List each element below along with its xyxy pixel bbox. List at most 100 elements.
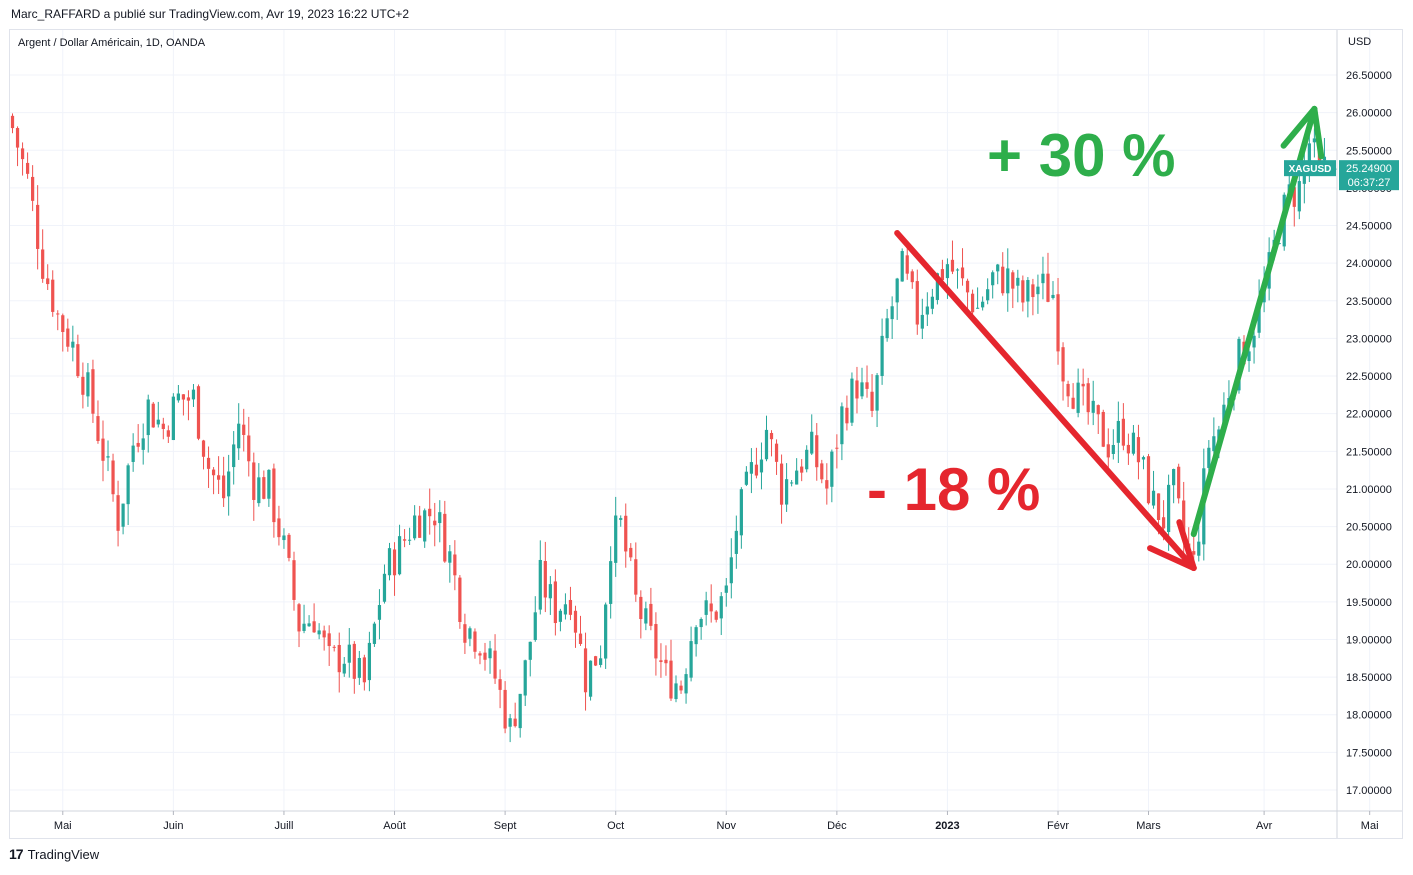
brand-name[interactable]: TradingView: [27, 846, 100, 862]
time-tick-label: Sept: [494, 820, 517, 832]
candle-body: [1026, 280, 1030, 302]
candle-body: [272, 468, 276, 523]
down-annotation-label: - 18 %: [867, 456, 1040, 523]
candle-body: [629, 547, 633, 558]
candle-body: [438, 512, 442, 524]
candle-body: [784, 479, 789, 505]
time-tick-label: Août: [383, 820, 406, 832]
footer: 17 TradingView: [9, 846, 99, 862]
candle-body: [1322, 156, 1327, 161]
price-tick-label: 22.50000: [1346, 371, 1392, 383]
candle-body: [820, 463, 824, 480]
candle-body: [156, 419, 160, 425]
candle-body: [312, 621, 316, 633]
price-tick-label: 26.00000: [1346, 108, 1392, 120]
candle-body: [1046, 273, 1050, 302]
candle-body: [453, 554, 457, 576]
tradingview-logo-icon[interactable]: 17: [9, 846, 24, 862]
candle-body: [292, 560, 296, 600]
candle-body: [262, 477, 266, 499]
candle-body: [15, 128, 20, 148]
candle-body: [935, 273, 940, 300]
candle-body: [81, 376, 85, 395]
candle-body: [970, 293, 975, 313]
candle-body: [171, 396, 175, 441]
candle-body: [387, 548, 392, 576]
candle-body: [689, 641, 693, 678]
last-price-value: 25.24900: [1346, 163, 1392, 175]
candle-body: [749, 462, 754, 474]
candle-body: [1096, 405, 1100, 415]
candle-body: [1197, 541, 1201, 556]
candle-body: [669, 660, 673, 699]
candle-body: [679, 685, 683, 691]
candle-body: [1086, 383, 1090, 413]
candle-body: [397, 536, 402, 575]
candle-body: [498, 679, 502, 690]
candle-body: [1177, 466, 1181, 499]
candle-body: [1151, 490, 1156, 506]
candle-body: [779, 463, 784, 505]
candle-body: [418, 515, 422, 538]
price-tick-label: 18.50000: [1346, 672, 1392, 684]
candle-body: [342, 663, 346, 674]
candle-body: [327, 633, 331, 647]
candle-body: [392, 549, 397, 576]
candle-body: [528, 641, 532, 660]
candle-body: [694, 627, 698, 645]
time-tick-label: Nov: [716, 820, 736, 832]
candle-body: [895, 278, 899, 303]
candle-body: [1172, 469, 1176, 486]
candle-body: [704, 600, 708, 615]
candle-body: [46, 278, 50, 285]
time-tick-label: Avr: [1256, 820, 1273, 832]
candle-layer: [10, 113, 1327, 743]
candle-body: [523, 660, 527, 696]
candle-body: [830, 451, 834, 487]
candle-body: [996, 264, 1000, 272]
candle-body: [1011, 272, 1015, 289]
price-tick-label: 25.50000: [1346, 145, 1392, 157]
candle-body: [227, 471, 231, 497]
candle-body: [402, 539, 407, 541]
candle-body: [448, 551, 452, 563]
candle-body: [1146, 456, 1151, 504]
price-tick-label: 22.00000: [1346, 409, 1392, 421]
candle-body: [734, 530, 738, 554]
candle-body: [548, 584, 552, 599]
candle-body: [975, 307, 980, 309]
candle-body: [458, 577, 462, 622]
candle-body: [965, 280, 970, 293]
candle-body: [1257, 299, 1261, 333]
candle-body: [1021, 280, 1025, 303]
candle-body: [1036, 286, 1040, 295]
candle-body: [508, 718, 512, 727]
candle-body: [151, 403, 155, 428]
candle-body: [242, 424, 246, 435]
candle-body: [644, 608, 648, 624]
candle-body: [960, 267, 965, 279]
candle-body: [483, 652, 487, 660]
time-tick-label: Juin: [163, 820, 183, 832]
candle-body: [950, 259, 955, 272]
price-tick-label: 26.50000: [1346, 70, 1392, 82]
candle-body: [860, 382, 864, 397]
candle-body: [277, 518, 281, 538]
candle-body: [332, 646, 336, 648]
candle-body: [222, 475, 226, 499]
candle-body: [955, 269, 960, 271]
candle-body: [96, 416, 100, 442]
candle-body: [1001, 266, 1005, 294]
candle-body: [533, 612, 537, 641]
candle-body: [372, 623, 377, 644]
candle-body: [423, 510, 427, 542]
candle-body: [729, 557, 733, 584]
candle-body: [1182, 500, 1186, 542]
price-tick-label: 23.00000: [1346, 333, 1392, 345]
candle-body: [428, 508, 432, 517]
time-tick-label: Mai: [54, 820, 72, 832]
candle-body: [553, 581, 557, 624]
candle-body: [443, 513, 447, 562]
candle-body: [1061, 347, 1065, 382]
